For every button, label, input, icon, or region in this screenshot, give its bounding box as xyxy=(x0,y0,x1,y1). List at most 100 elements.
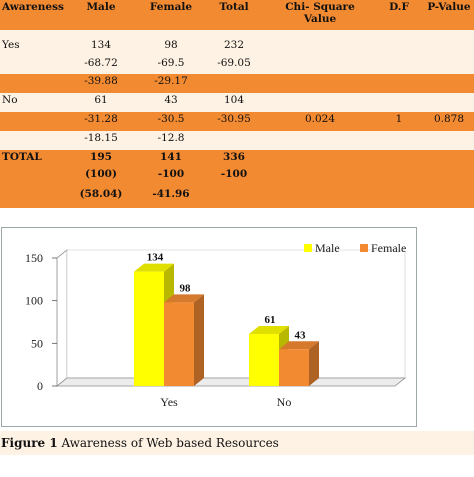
table-row: TOTAL 195 141 336 xyxy=(0,150,474,168)
table-cell xyxy=(374,93,424,112)
chart-svg: 0 50 100 150 134 98 Yes 61 43 No Male Female xyxy=(25,241,407,409)
table-cell xyxy=(424,150,474,168)
bar xyxy=(164,302,194,386)
table-cell: 141 xyxy=(160,151,182,163)
chart-floor xyxy=(55,377,407,387)
bar-top xyxy=(164,294,204,303)
table-row: (58.04) -41.96 xyxy=(0,188,474,208)
table-cell xyxy=(424,131,474,150)
table-row: (100) -100 -100 xyxy=(0,168,474,188)
bar-side xyxy=(309,341,319,386)
table-cell: 104 xyxy=(223,94,245,106)
table-cell xyxy=(424,56,474,74)
table-cell xyxy=(424,188,474,208)
header-female: Female xyxy=(149,1,193,13)
figure-caption: Figure 1 Awareness of Web based Resource… xyxy=(0,431,474,455)
table-cell xyxy=(266,131,374,150)
table-cell xyxy=(0,56,62,74)
table-row: -31.28 -30.5 -30.95 0.024 1 0.878 xyxy=(0,112,474,131)
table-cell: 1 xyxy=(395,113,403,125)
table-body: Yes 134 98 232 -68.72 -69.5 -69.05 -39.88 -29.17… xyxy=(0,30,474,208)
table-cell xyxy=(266,93,374,112)
table-cell: -30.95 xyxy=(217,113,251,125)
table-cell: -30.5 xyxy=(157,113,185,125)
header-male: Male xyxy=(86,1,116,13)
data-label: 61 xyxy=(265,314,276,326)
table-cell: 134 xyxy=(90,39,112,51)
table-cell: 43 xyxy=(164,94,178,106)
data-label: 43 xyxy=(295,329,307,341)
table-cell: 0.878 xyxy=(433,113,465,125)
table-cell xyxy=(0,30,62,38)
data-label: 134 xyxy=(147,252,164,264)
table-cell xyxy=(140,30,202,38)
table-cell: 195 xyxy=(90,151,112,163)
table-cell: (58.04) xyxy=(79,188,123,200)
table-cell xyxy=(374,38,424,56)
legend-swatch xyxy=(304,244,312,252)
bar-top xyxy=(249,325,289,334)
table-cell xyxy=(424,168,474,188)
table-cell: 0.024 xyxy=(304,113,336,125)
table-cell xyxy=(202,188,266,208)
legend-label: Male xyxy=(315,241,340,255)
table-cell xyxy=(266,188,374,208)
bar xyxy=(249,333,279,386)
table-cell: -18.15 xyxy=(84,132,118,144)
table-cell xyxy=(266,168,374,188)
table-cell xyxy=(0,188,62,208)
table-cell xyxy=(374,150,424,168)
data-label: 98 xyxy=(180,282,192,294)
table-cell xyxy=(266,56,374,74)
header-awareness: Awareness xyxy=(2,1,64,13)
table-cell: -31.28 xyxy=(84,113,118,125)
table-cell xyxy=(266,30,374,38)
table-cell xyxy=(424,93,474,112)
table-cell xyxy=(374,56,424,74)
table-row: No 61 43 104 xyxy=(0,93,474,112)
table-cell xyxy=(266,150,374,168)
table-cell xyxy=(266,74,374,93)
table-cell: -100 xyxy=(157,168,185,180)
table-cell: 336 xyxy=(223,151,245,163)
table-cell xyxy=(202,131,266,150)
table-cell: -69.05 xyxy=(217,57,251,69)
table-cell: 98 xyxy=(164,39,178,51)
bar-top xyxy=(279,341,319,350)
table-cell: -39.88 xyxy=(84,75,118,87)
table-cell: (100) xyxy=(85,168,117,180)
table-cell: No xyxy=(2,94,18,106)
table-cell xyxy=(424,74,474,93)
header-df: D.F xyxy=(389,1,409,13)
table-cell xyxy=(374,131,424,150)
caption-label: Figure 1 xyxy=(1,436,58,450)
table-row: -39.88 -29.17 xyxy=(0,74,474,93)
table-cell xyxy=(424,38,474,56)
table-row: Yes 134 98 232 xyxy=(0,38,474,56)
x-tick-label: No xyxy=(277,395,292,409)
table-cell xyxy=(0,168,62,188)
table-cell xyxy=(266,38,374,56)
side-wall xyxy=(56,249,68,387)
bar xyxy=(279,349,309,386)
bar-side xyxy=(194,294,204,386)
table-cell xyxy=(374,30,424,38)
bar xyxy=(134,271,164,386)
legend-label: Female xyxy=(371,241,406,255)
table-cell: -29.17 xyxy=(154,75,188,87)
legend-swatch xyxy=(360,244,368,252)
table-cell: -41.96 xyxy=(152,188,190,200)
bar-top xyxy=(134,263,174,272)
table-cell xyxy=(0,112,62,131)
table-cell xyxy=(202,74,266,93)
y-tick-label: 100 xyxy=(25,294,43,308)
bar-chart: 0 50 100 150 134 98 Yes 61 43 No Male Female xyxy=(1,227,417,427)
table-cell: -68.72 xyxy=(84,57,118,69)
table-cell: 61 xyxy=(94,94,108,106)
table-cell xyxy=(374,188,424,208)
x-tick-label: Yes xyxy=(160,395,178,409)
table-cell: -100 xyxy=(220,168,248,180)
table-cell: Yes xyxy=(2,39,20,51)
table-cell: -12.8 xyxy=(157,132,185,144)
back-wall xyxy=(66,249,406,379)
